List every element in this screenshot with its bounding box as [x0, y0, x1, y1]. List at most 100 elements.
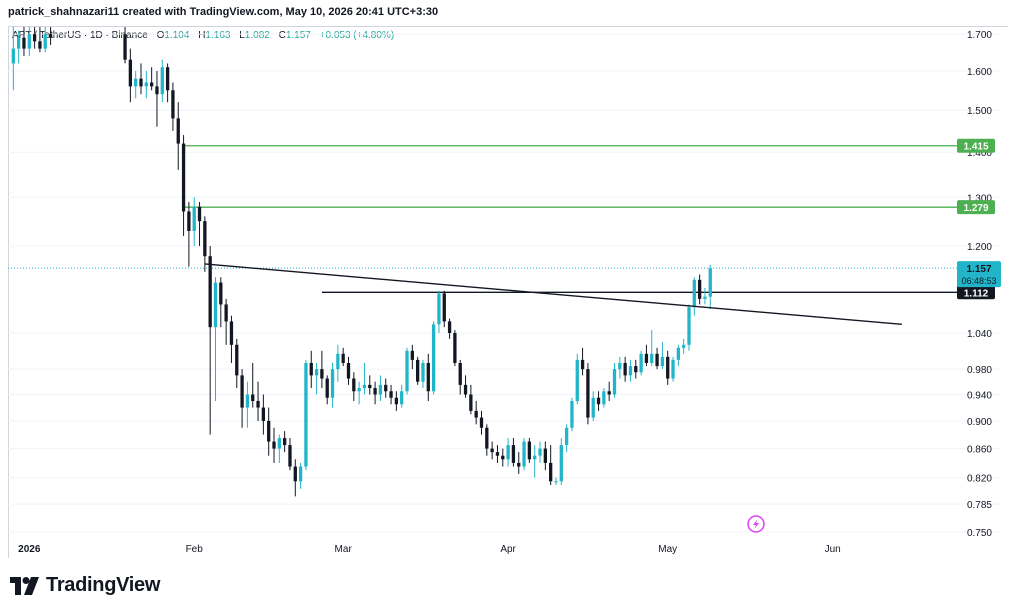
candle-body [697, 279, 702, 299]
candle-body [495, 452, 500, 456]
candle-body [575, 359, 579, 401]
candle-body [655, 353, 659, 367]
close-value: 1.157 [285, 30, 311, 41]
price-tick-label: 1.400 [967, 148, 992, 159]
price-axis: 1.700 1.600 1.500 1.400 1.300 1.200 1.040 0.980… [967, 30, 992, 539]
price-tick-label: 0.980 [967, 365, 992, 376]
candle-body [176, 118, 180, 144]
candle-body [527, 441, 532, 460]
low-label: L [239, 30, 245, 41]
candle-body [602, 391, 606, 405]
candle-body [586, 369, 590, 418]
current-price-tag [957, 261, 1001, 288]
candle-body [298, 466, 303, 482]
candle-body [330, 369, 335, 398]
candle-body [293, 466, 297, 482]
open-label: O [156, 30, 165, 41]
candle-body [219, 282, 223, 305]
candle-body [240, 375, 244, 408]
candle-body [288, 445, 292, 467]
time-tick-label: Feb [186, 544, 204, 555]
trendline [204, 263, 902, 325]
lightning-icon[interactable] [747, 515, 765, 533]
candle-body [171, 90, 175, 119]
high-value: 1.163 [205, 30, 231, 41]
candle-body [11, 48, 15, 64]
candle-body [410, 350, 414, 360]
price-tick-label: 1.200 [967, 242, 992, 253]
candle-body [437, 293, 441, 325]
symbol-label[interactable]: APT / TetherUS · 1D · Binance [12, 30, 148, 41]
level-price-label: 1.279 [963, 203, 988, 214]
price-tick-label: 0.785 [967, 500, 992, 511]
price-tick-label: 1.600 [967, 67, 992, 78]
candle-body [453, 333, 457, 363]
price-tick-label: 1.500 [967, 106, 992, 117]
candle-body [416, 359, 420, 382]
candle-body [564, 427, 569, 446]
time-axis: 2026 Feb Mar Apr May Jun [18, 544, 841, 555]
price-tick-label: 0.820 [967, 474, 992, 485]
candle-body [570, 400, 574, 428]
candle-body [160, 67, 164, 95]
candle-body [149, 82, 154, 87]
candle-body [181, 143, 186, 212]
level-price-tag [957, 138, 995, 153]
candle-body [48, 34, 53, 38]
candle-body [538, 448, 542, 456]
candles-layer [11, 27, 712, 497]
candle-body [267, 420, 271, 442]
candle-body [511, 445, 516, 463]
candle-body [134, 78, 138, 87]
levels-layer [8, 145, 957, 293]
grid-layer [8, 33, 1000, 533]
time-tick-label: Apr [500, 544, 516, 555]
candle-body [506, 445, 510, 460]
candle-body [644, 353, 649, 363]
candle-body [245, 394, 250, 408]
candle-body [384, 384, 388, 392]
candle-body [22, 37, 26, 49]
candle-body [469, 394, 473, 411]
candle-body [612, 369, 617, 395]
candle-body [485, 427, 489, 449]
candle-body [596, 397, 601, 405]
tradingview-logo[interactable]: TradingView [10, 574, 160, 597]
candle-body [549, 462, 553, 482]
chart-frame [8, 26, 1008, 558]
price-tick-label: 0.900 [967, 417, 992, 428]
change-value: +0.053 (+4.80%) [319, 30, 395, 41]
candle-body [320, 369, 324, 379]
time-tick-label: Jun [825, 544, 841, 555]
candle-body [533, 455, 537, 460]
current-price-label: 1.157 [966, 264, 991, 275]
candle-body [389, 391, 393, 398]
time-tick-label: 2026 [18, 544, 41, 555]
candle-body [229, 321, 234, 345]
tradingview-brand: TradingView [46, 574, 161, 596]
candle-body [543, 448, 547, 463]
candle-body [192, 206, 196, 231]
close-label: C [278, 30, 286, 41]
candle-body [224, 304, 228, 322]
candle-body [660, 356, 665, 367]
price-tick-label: 0.750 [967, 528, 992, 539]
candle-body [671, 359, 675, 379]
candle-body [325, 378, 329, 398]
candle-body [128, 59, 133, 87]
candle-body [43, 34, 47, 49]
price-tick-label: 0.860 [967, 445, 992, 456]
price-tick-label: 1.700 [967, 30, 992, 41]
candle-body [463, 384, 468, 395]
trendline-layer [204, 263, 902, 325]
candle-body [634, 366, 638, 373]
candle-body [639, 353, 643, 373]
open-value: 1.104 [164, 30, 190, 41]
candle-body [155, 86, 159, 95]
candle-body [16, 37, 21, 49]
candle-body [394, 397, 399, 405]
candle-body [251, 394, 255, 401]
candle-body [623, 362, 627, 376]
